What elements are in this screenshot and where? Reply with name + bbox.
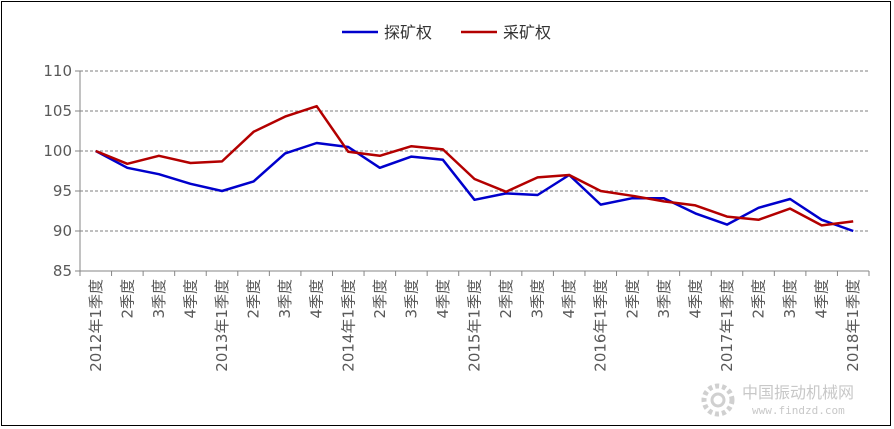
y-tick-label: 85 xyxy=(53,262,72,280)
x-tick-label: 4季度 xyxy=(560,279,578,319)
x-tick-label: 2季度 xyxy=(497,279,515,319)
x-tick-label: 2017年1季度 xyxy=(718,279,736,372)
watermark-text: 中国振动机械网 xyxy=(742,383,854,402)
x-tick-label: 2016年1季度 xyxy=(592,279,610,372)
x-tick-label: 2015年1季度 xyxy=(466,279,484,372)
x-tick-label: 4季度 xyxy=(181,279,199,319)
x-tick-label: 2018年1季度 xyxy=(844,279,862,372)
x-tick-label: 3季度 xyxy=(402,279,420,319)
x-axis-tick-labels: 2012年1季度 2季度 3季度 4季度 2013年1季度 2季度 3季度 4季度 2014年1… xyxy=(87,279,862,372)
gridlines xyxy=(75,70,869,272)
x-tick-label: 3季度 xyxy=(655,279,673,319)
x-tick-label: 4季度 xyxy=(813,279,831,319)
y-tick-label: 90 xyxy=(53,222,72,240)
series-lines xyxy=(95,104,854,233)
x-tick-label: 4季度 xyxy=(686,279,704,319)
series-line-1 xyxy=(95,104,854,227)
y-tick-label: 100 xyxy=(43,142,72,160)
x-tick-label: 3季度 xyxy=(150,279,168,319)
x-tick-label: 2012年1季度 xyxy=(87,279,105,372)
x-tick-label: 2季度 xyxy=(118,279,136,319)
x-tick-label: 4季度 xyxy=(308,279,326,319)
y-axis-tick-labels: 85 90 95 100 105 110 xyxy=(43,62,72,280)
x-tick-label: 4季度 xyxy=(434,279,452,319)
legend-label: 探矿权 xyxy=(384,23,432,42)
legend-label: 采矿权 xyxy=(503,23,551,42)
x-tick-label: 3季度 xyxy=(529,279,547,319)
watermark-gear-icon xyxy=(701,383,735,417)
x-tick-label: 2季度 xyxy=(245,279,263,319)
x-tick-label: 2014年1季度 xyxy=(339,279,357,372)
watermark-url: www.findzd.com xyxy=(752,404,845,417)
legend: 探矿权 采矿权 xyxy=(342,23,551,42)
x-tick-label: 2季度 xyxy=(750,279,768,319)
y-tick-label: 110 xyxy=(43,62,72,80)
x-tick-label: 2季度 xyxy=(623,279,641,319)
x-tick-label: 3季度 xyxy=(781,279,799,319)
x-tick-label: 3季度 xyxy=(276,279,294,319)
watermark: 中国振动机械网 www.findzd.com xyxy=(701,383,854,417)
y-tick-label: 95 xyxy=(53,182,72,200)
axes xyxy=(79,71,870,276)
y-tick-label: 105 xyxy=(43,102,72,120)
x-tick-label: 2013年1季度 xyxy=(213,279,231,372)
x-tick-label: 2季度 xyxy=(371,279,389,319)
